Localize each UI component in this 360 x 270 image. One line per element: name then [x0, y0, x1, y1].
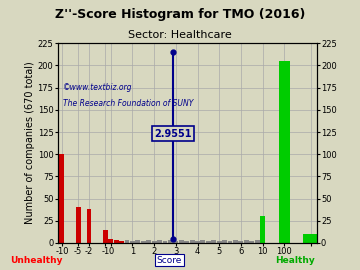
Bar [217, 241, 222, 243]
Bar [260, 216, 265, 243]
Bar [135, 240, 140, 243]
Bar [190, 240, 194, 243]
Bar [108, 239, 113, 243]
Bar [201, 240, 205, 243]
Text: Healthy: Healthy [275, 256, 315, 265]
Bar [206, 241, 211, 243]
Bar [195, 241, 200, 243]
Bar [244, 240, 249, 243]
Bar [211, 240, 216, 243]
Text: Unhealthy: Unhealthy [10, 256, 62, 265]
Bar [76, 207, 81, 243]
Text: ©www.textbiz.org: ©www.textbiz.org [63, 83, 132, 92]
Bar [228, 241, 233, 243]
Bar [114, 240, 118, 243]
Text: Z''-Score Histogram for TMO (2016): Z''-Score Histogram for TMO (2016) [55, 8, 305, 21]
Bar [255, 240, 260, 243]
Text: The Research Foundation of SUNY: The Research Foundation of SUNY [63, 99, 193, 108]
Bar [152, 241, 157, 243]
Bar [59, 154, 64, 243]
Text: Score: Score [157, 256, 182, 265]
Bar [146, 240, 151, 243]
Bar [303, 234, 320, 243]
Bar [222, 240, 227, 243]
Bar [119, 241, 124, 243]
Text: Sector: Healthcare: Sector: Healthcare [128, 30, 232, 40]
Bar [130, 241, 135, 243]
Bar [141, 241, 146, 243]
Bar [168, 240, 173, 243]
Bar [87, 209, 91, 243]
Bar [233, 240, 238, 243]
Y-axis label: Number of companies (670 total): Number of companies (670 total) [25, 62, 35, 224]
Bar [279, 61, 290, 243]
Bar [103, 230, 108, 243]
Bar [179, 240, 184, 243]
Bar [125, 240, 130, 243]
Bar [174, 241, 178, 243]
Bar [162, 241, 167, 243]
Bar [184, 241, 189, 243]
Bar [249, 241, 254, 243]
Bar [157, 240, 162, 243]
Bar [238, 241, 243, 243]
Text: 2.9551: 2.9551 [154, 129, 192, 139]
